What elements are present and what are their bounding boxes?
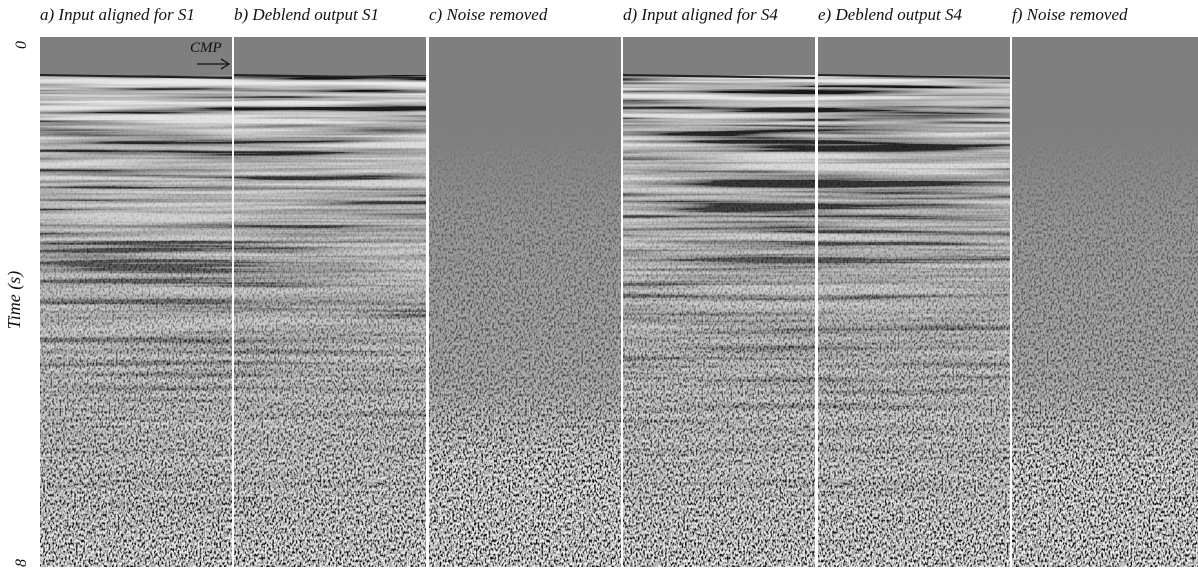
panel-noise xyxy=(1012,37,1198,567)
seafloor xyxy=(233,74,427,79)
panel-title: c) Noise removed xyxy=(429,5,548,24)
cmp-label: CMP xyxy=(190,40,222,56)
seafloor xyxy=(39,74,233,79)
panel-title: f) Noise removed xyxy=(1012,5,1128,24)
y-axis-label: Time (s) xyxy=(4,271,25,330)
panel-title: e) Deblend output S4 xyxy=(818,5,962,24)
panels: a) Input aligned for S1 b) Deblend output… xyxy=(39,5,1198,567)
seafloor xyxy=(622,74,816,79)
panel-title: d) Input aligned for S4 xyxy=(623,5,778,24)
y-tick-label: 0 xyxy=(13,41,30,49)
cmp-arrow-head xyxy=(220,58,231,70)
panel-noise xyxy=(40,75,232,567)
panel-noise xyxy=(429,37,621,567)
seafloor xyxy=(817,74,1011,79)
panel-title: a) Input aligned for S1 xyxy=(40,5,195,24)
panel-noise xyxy=(818,75,1010,567)
panel-noise xyxy=(234,75,426,567)
panel-title: b) Deblend output S1 xyxy=(234,5,379,24)
y-tick-label: 8 xyxy=(13,559,30,567)
panel-noise xyxy=(623,75,815,567)
